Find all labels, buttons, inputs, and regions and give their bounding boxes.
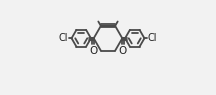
Text: Cl: Cl [59,33,68,43]
Text: Cl: Cl [148,33,157,43]
Text: O: O [90,46,98,56]
Text: O: O [118,46,126,56]
